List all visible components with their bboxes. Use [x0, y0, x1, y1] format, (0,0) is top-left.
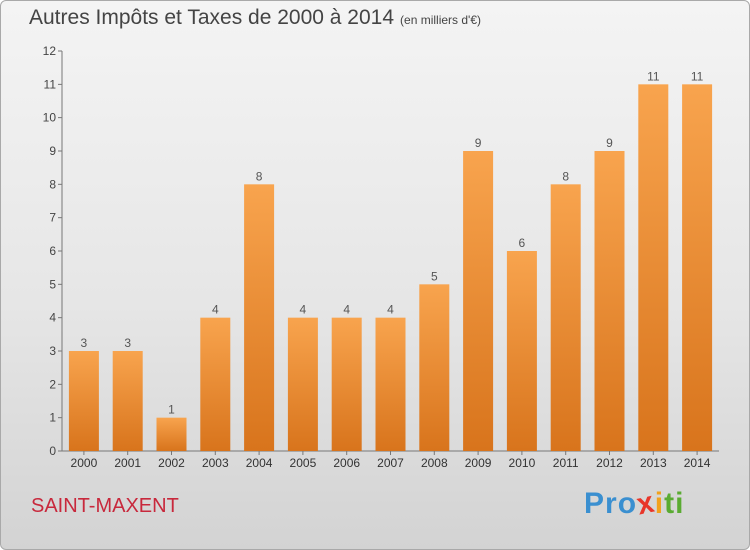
bar	[419, 284, 450, 451]
place-name: SAINT-MAXENT	[31, 495, 179, 517]
x-tick-label: 2011	[553, 456, 579, 470]
logo-letter: i	[654, 487, 665, 520]
x-tick-label: 2012	[596, 456, 623, 470]
chart-unit: (en milliers d'€)	[400, 13, 482, 27]
bar	[682, 84, 713, 451]
bar	[375, 317, 406, 451]
bar-value-label: 3	[124, 336, 131, 350]
logo-letter: r	[605, 487, 618, 520]
y-tick-label: 6	[49, 244, 56, 258]
bar	[463, 151, 494, 451]
bar-value-label: 4	[343, 303, 350, 317]
bar-value-label: 11	[647, 69, 660, 83]
x-tick-label: 2010	[509, 456, 536, 470]
bar-value-label: 4	[212, 303, 219, 317]
y-tick-label: 5	[49, 277, 56, 291]
chart-title: Autres Impôts et Taxes de 2000 à 2014	[29, 6, 395, 29]
bar	[638, 84, 669, 451]
y-tick-label: 11	[44, 77, 57, 91]
bar-value-label: 1	[168, 403, 175, 417]
bar	[68, 351, 99, 451]
bar-value-label: 6	[519, 236, 526, 250]
bar	[506, 251, 537, 451]
y-tick-label: 7	[49, 211, 56, 225]
x-tick-label: 2002	[158, 456, 185, 470]
bar-value-label: 8	[256, 169, 263, 183]
bar-value-label: 11	[691, 69, 704, 83]
bar-value-label: 4	[300, 303, 307, 317]
bar	[287, 317, 318, 451]
chart-title-block: Autres Impôts et Taxes de 2000 à 2014 (en…	[29, 6, 481, 30]
logo-letter: o	[617, 487, 638, 520]
y-tick-label: 9	[49, 144, 56, 158]
proxiti-logo: Proxiti	[584, 486, 685, 522]
bar-value-label: 3	[81, 336, 88, 350]
bar	[112, 351, 143, 451]
bar	[331, 317, 362, 451]
bar	[156, 417, 187, 451]
x-tick-label: 2003	[202, 456, 229, 470]
bar	[244, 184, 275, 452]
x-tick-label: 2007	[377, 456, 404, 470]
x-tick-label: 2009	[465, 456, 492, 470]
x-tick-label: 2000	[71, 456, 98, 470]
bar-value-label: 9	[475, 136, 482, 150]
x-tick-label: 2006	[333, 456, 360, 470]
x-tick-label: 2014	[684, 456, 711, 470]
y-tick-label: 3	[49, 344, 56, 358]
logo-letter: t	[664, 487, 676, 520]
logo-letter: i	[675, 487, 685, 520]
bar-value-label: 5	[431, 269, 438, 283]
x-tick-label: 2001	[114, 456, 141, 470]
bar-value-label: 4	[387, 303, 394, 317]
y-tick-label: 1	[49, 411, 56, 425]
y-tick-label: 0	[49, 444, 56, 458]
bar	[200, 317, 231, 451]
logo-letter: P	[584, 487, 606, 520]
x-tick-label: 2013	[640, 456, 667, 470]
bar-value-label: 8	[562, 169, 569, 183]
y-tick-label: 12	[43, 44, 57, 58]
y-tick-label: 10	[43, 111, 57, 125]
y-tick-label: 2	[49, 377, 56, 391]
x-tick-label: 2008	[421, 456, 448, 470]
x-tick-label: 2005	[290, 456, 317, 470]
bar	[594, 151, 625, 451]
x-tick-label: 2004	[246, 456, 273, 470]
y-tick-label: 4	[49, 311, 56, 325]
bar-value-label: 9	[606, 136, 613, 150]
bar	[550, 184, 581, 452]
y-tick-label: 8	[49, 177, 56, 191]
